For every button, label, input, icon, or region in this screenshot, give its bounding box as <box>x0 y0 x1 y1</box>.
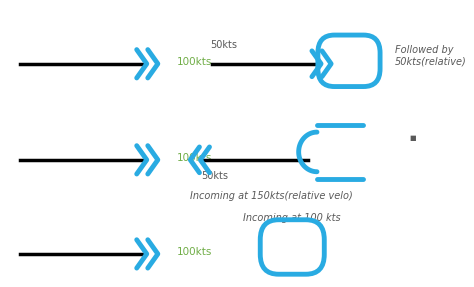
Text: 50kts: 50kts <box>201 171 228 181</box>
Text: Incoming at 100 kts: Incoming at 100 kts <box>244 213 341 223</box>
Text: Incoming at 150kts(relative velo): Incoming at 150kts(relative velo) <box>190 191 353 201</box>
Text: Followed by
50kts(relative): Followed by 50kts(relative) <box>395 45 466 67</box>
Text: 50kts: 50kts <box>210 40 237 50</box>
Text: 100kts: 100kts <box>177 247 212 257</box>
Text: 100kts: 100kts <box>177 57 212 67</box>
Text: 100kts: 100kts <box>177 153 212 163</box>
Text: ■: ■ <box>410 135 416 141</box>
